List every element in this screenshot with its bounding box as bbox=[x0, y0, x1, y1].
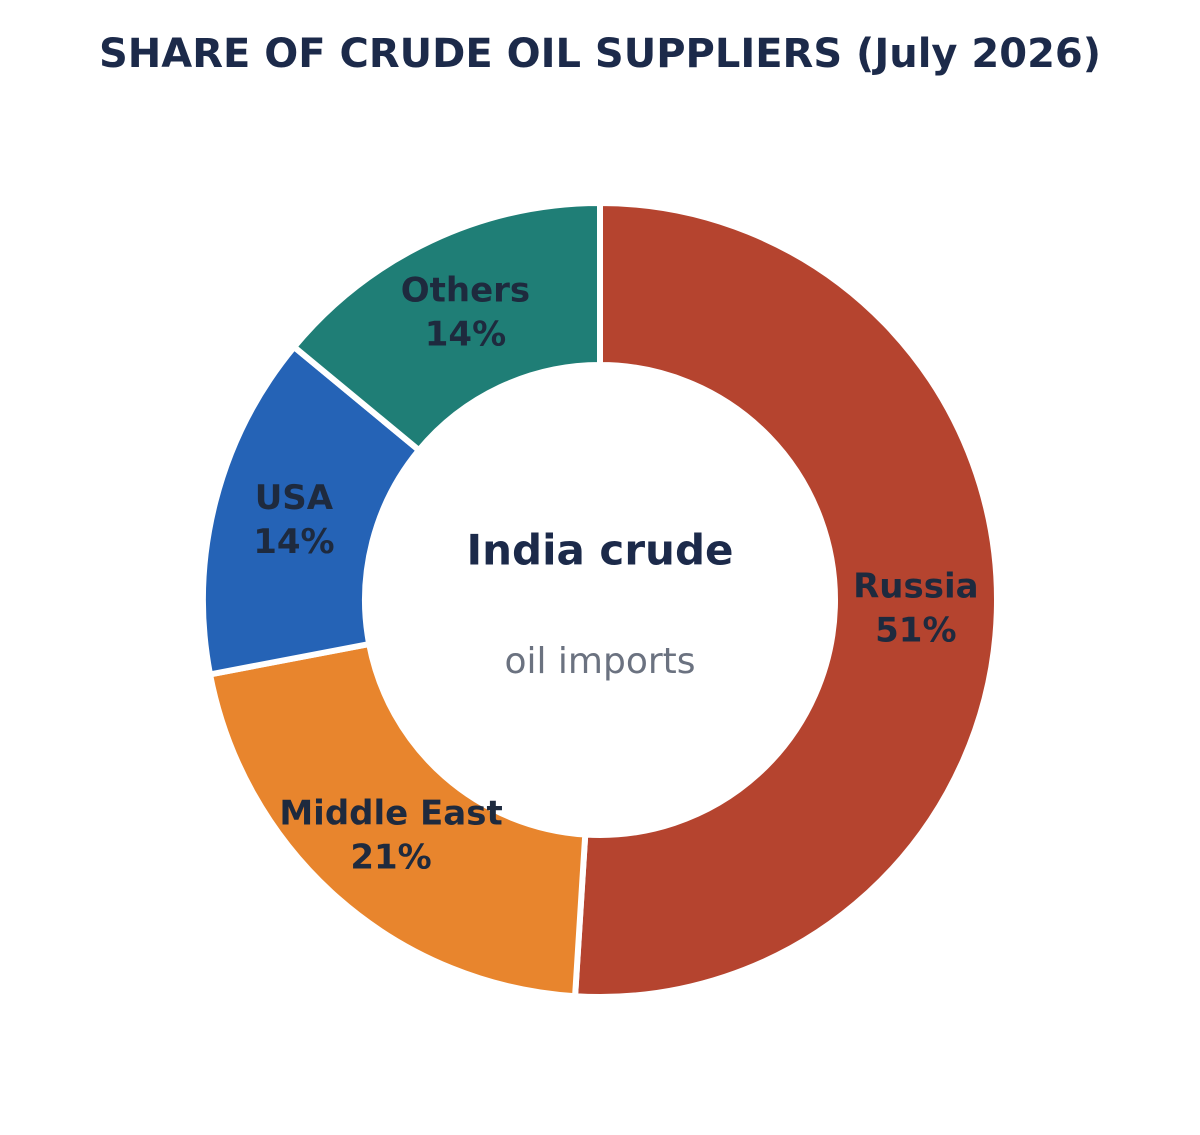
center-text: India crude bbox=[466, 526, 733, 575]
slice-value-label: 21% bbox=[350, 838, 431, 878]
slice-value-label: 51% bbox=[875, 610, 956, 650]
slice-label: USA bbox=[255, 478, 334, 518]
donut-slice bbox=[206, 640, 589, 1000]
slice-label: Russia bbox=[853, 566, 978, 606]
donut-slice bbox=[571, 199, 1000, 1000]
slice-label: Middle East bbox=[279, 794, 502, 834]
donut-slice bbox=[289, 199, 603, 455]
donut-slice bbox=[200, 342, 424, 678]
center-subtext: oil imports bbox=[504, 641, 695, 682]
slice-value-label: 14% bbox=[253, 522, 334, 562]
chart-title: SHARE OF CRUDE OIL SUPPLIERS (July 2026) bbox=[99, 31, 1101, 77]
slice-label: Others bbox=[401, 271, 530, 311]
slice-value-label: 14% bbox=[425, 315, 506, 355]
